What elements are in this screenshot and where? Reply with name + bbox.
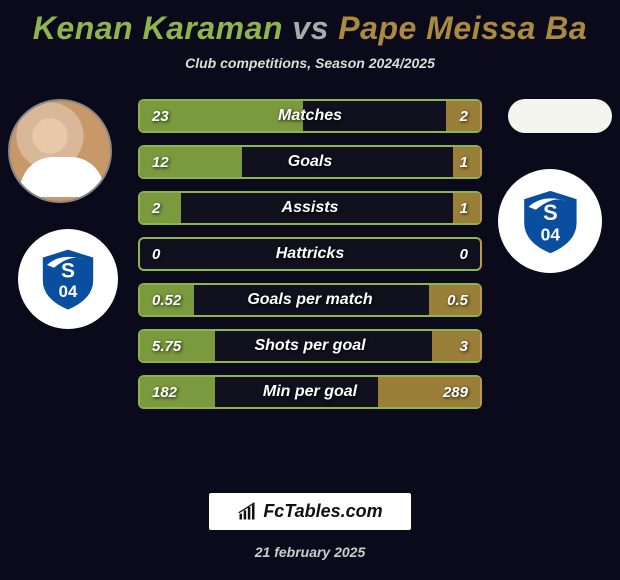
stat-row: 21Assists: [138, 191, 482, 225]
brand-badge[interactable]: FcTables.com: [209, 493, 410, 530]
svg-text:S: S: [61, 260, 75, 283]
stat-label: Goals per match: [140, 291, 480, 309]
brand-text: FcTables.com: [263, 501, 382, 522]
stats-table: 232Matches 121Goals 21Assists 00Hattricks 0.…: [138, 99, 482, 421]
schalke-icon: S 04: [514, 185, 587, 258]
schalke-icon: S 04: [33, 244, 103, 314]
player2-avatar: [508, 99, 612, 133]
comparison-card: Kenan Karaman vs Pape Meissa Ba Club com…: [0, 0, 620, 580]
player1-club-badge: S 04: [18, 229, 118, 329]
stat-row: 121Goals: [138, 145, 482, 179]
page-title: Kenan Karaman vs Pape Meissa Ba: [0, 10, 620, 47]
vs-text: vs: [292, 10, 329, 46]
date-text: 21 february 2025: [0, 544, 620, 560]
stat-row: 232Matches: [138, 99, 482, 133]
stat-label: Assists: [140, 199, 480, 217]
stat-row: 0.520.5Goals per match: [138, 283, 482, 317]
stat-label: Hattricks: [140, 245, 480, 263]
stat-label: Shots per goal: [140, 337, 480, 355]
stat-row: 00Hattricks: [138, 237, 482, 271]
player2-club-badge: S 04: [498, 169, 602, 273]
stat-label: Matches: [140, 107, 480, 125]
stat-row: 5.753Shots per goal: [138, 329, 482, 363]
subtitle: Club competitions, Season 2024/2025: [0, 55, 620, 71]
footer: FcTables.com 21 february 2025: [0, 493, 620, 560]
svg-text:04: 04: [540, 224, 560, 244]
stat-label: Min per goal: [140, 383, 480, 401]
main-area: S 04 S 04 232Matches 121Goals 21Assists 00H…: [0, 99, 620, 419]
svg-text:S: S: [543, 200, 558, 225]
player1-avatar: [8, 99, 112, 203]
stat-row: 182289Min per goal: [138, 375, 482, 409]
stat-label: Goals: [140, 153, 480, 171]
chart-icon: [237, 502, 257, 522]
player2-name: Pape Meissa Ba: [338, 10, 587, 46]
svg-text:04: 04: [59, 282, 78, 301]
player1-name: Kenan Karaman: [33, 10, 283, 46]
